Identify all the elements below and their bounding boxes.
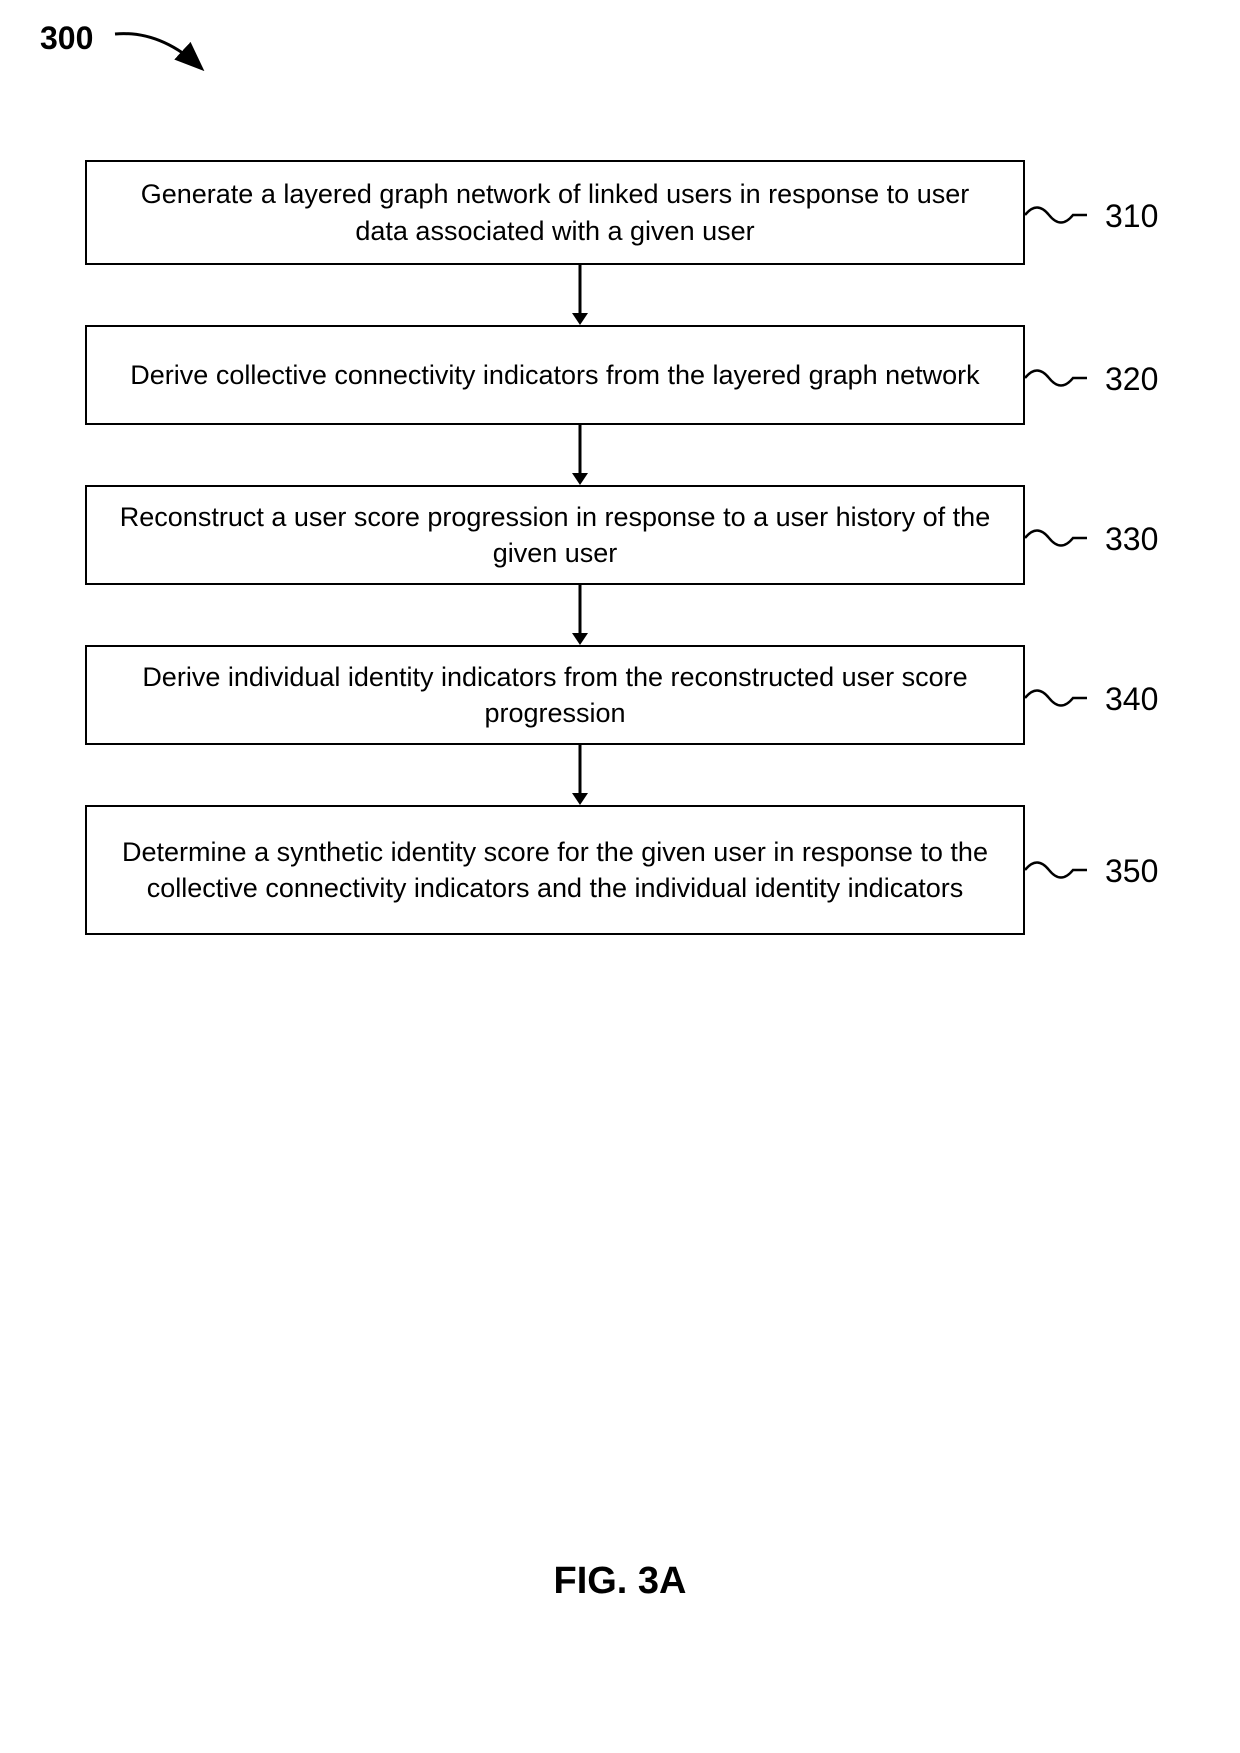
- step-text-3: Reconstruct a user score progression in …: [111, 499, 999, 572]
- ref-number-5: 350: [1105, 853, 1158, 890]
- figure-number-text: 300: [40, 20, 93, 56]
- step-box-3: Reconstruct a user score progression in …: [85, 485, 1025, 585]
- squiggle-1: [1025, 200, 1095, 230]
- step-row-1: Generate a layered graph network of link…: [85, 160, 1075, 265]
- figure-number-arrow: [110, 22, 220, 82]
- step-box-1: Generate a layered graph network of link…: [85, 160, 1025, 265]
- step-row-2: Derive collective connectivity indicator…: [85, 325, 1075, 425]
- step-box-4: Derive individual identity indicators fr…: [85, 645, 1025, 745]
- step-row-5: Determine a synthetic identity score for…: [85, 805, 1075, 935]
- arrow-4-5: [85, 745, 1075, 805]
- figure-caption-text: FIG. 3A: [553, 1560, 686, 1602]
- figure-number-label: 300: [40, 20, 93, 57]
- ref-number-1: 310: [1105, 198, 1158, 235]
- step-text-1: Generate a layered graph network of link…: [111, 176, 999, 249]
- ref-number-4: 340: [1105, 681, 1158, 718]
- flowchart: Generate a layered graph network of link…: [85, 160, 1075, 935]
- squiggle-5: [1025, 855, 1095, 885]
- arrow-1-2: [85, 265, 1075, 325]
- ref-number-2: 320: [1105, 361, 1158, 398]
- figure-caption: FIG. 3A: [553, 1560, 686, 1603]
- squiggle-3: [1025, 523, 1095, 553]
- step-box-2: Derive collective connectivity indicator…: [85, 325, 1025, 425]
- squiggle-2: [1025, 363, 1095, 393]
- step-text-2: Derive collective connectivity indicator…: [130, 357, 979, 393]
- step-text-5: Determine a synthetic identity score for…: [111, 834, 999, 907]
- step-row-4: Derive individual identity indicators fr…: [85, 645, 1075, 745]
- squiggle-4: [1025, 683, 1095, 713]
- step-row-3: Reconstruct a user score progression in …: [85, 485, 1075, 585]
- step-text-4: Derive individual identity indicators fr…: [111, 659, 999, 732]
- arrow-3-4: [85, 585, 1075, 645]
- arrow-2-3: [85, 425, 1075, 485]
- step-box-5: Determine a synthetic identity score for…: [85, 805, 1025, 935]
- ref-number-3: 330: [1105, 521, 1158, 558]
